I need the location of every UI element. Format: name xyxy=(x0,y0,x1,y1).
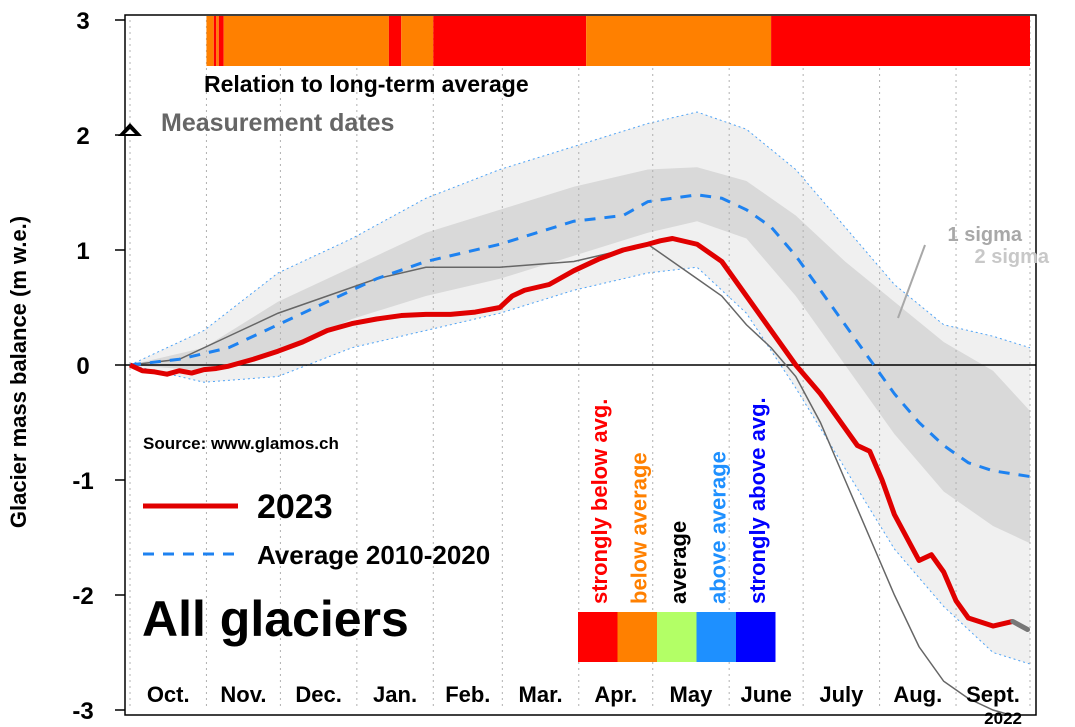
relation-segment-below xyxy=(216,16,219,66)
series-line-2022 xyxy=(129,243,1013,717)
axes: -3 -2 -1 0 1 2 3 Oct. Nov. Dec. Jan. Feb. Mar. Apr. Ma… xyxy=(72,8,1037,725)
measurement-dates-label: Measurement dates xyxy=(161,109,394,137)
relation-bar xyxy=(206,16,1030,66)
relation-segment-strongly-below xyxy=(388,16,402,66)
source-label: Source: www.glamos.ch xyxy=(143,434,339,453)
color-scale-swatch-above xyxy=(696,612,736,662)
y-tick-label: -1 xyxy=(72,468,93,495)
color-scale-label: below average xyxy=(626,452,651,604)
month-label: Sept. xyxy=(966,682,1020,707)
year-label: 2022 xyxy=(984,709,1022,727)
month-label: Mar. xyxy=(519,682,563,707)
month-label: Aug. xyxy=(893,682,942,707)
relation-segment-below xyxy=(206,16,214,66)
y-tick-label: -2 xyxy=(72,583,93,610)
y-tick-label: 0 xyxy=(76,353,89,380)
series-line-average-2010-2020 xyxy=(129,193,1031,479)
relation-segment-below xyxy=(586,16,772,66)
color-scale: strongly below avg. below average average a… xyxy=(578,397,776,662)
color-scale-label: average xyxy=(666,521,691,604)
month-label: Oct. xyxy=(147,682,190,707)
month-label: May xyxy=(670,682,714,707)
legend-average-label: Average 2010-2020 xyxy=(257,540,490,570)
relation-segment-below xyxy=(223,16,389,66)
two-sigma-upper-edge xyxy=(129,111,1031,366)
month-label: Apr. xyxy=(594,682,637,707)
color-scale-swatch-average xyxy=(657,612,697,662)
month-label: June xyxy=(740,682,791,707)
color-scale-swatch-below xyxy=(617,612,657,662)
sigma-pointer xyxy=(897,244,926,319)
month-label: Dec. xyxy=(295,682,341,707)
relation-bar-label: Relation to long-term average xyxy=(204,71,529,97)
series-line-2023 xyxy=(128,236,1014,629)
y-tick-label: 2 xyxy=(76,123,89,150)
series-2023-tail xyxy=(1010,618,1031,632)
one-sigma-band xyxy=(130,167,1030,544)
chart-title: All glaciers xyxy=(142,591,409,647)
relation-segment-strongly-below xyxy=(213,16,217,66)
month-label: Nov. xyxy=(220,682,266,707)
measurement-triangle-icon-inner xyxy=(125,129,135,134)
color-scale-label: strongly below avg. xyxy=(587,399,612,604)
month-label: July xyxy=(819,682,864,707)
relation-segment-strongly-below xyxy=(218,16,224,66)
y-tick-label: 1 xyxy=(76,238,89,265)
color-scale-swatch-strongly-below xyxy=(578,612,618,662)
color-scale-label: above average xyxy=(705,451,730,604)
one-sigma-label: 1 sigma xyxy=(948,224,1023,246)
relation-segment-below xyxy=(401,16,434,66)
two-sigma-label: 2 sigma xyxy=(975,246,1050,268)
relation-segment-strongly-below xyxy=(771,16,1030,66)
sigma-bands xyxy=(129,111,1031,665)
color-scale-label: strongly above avg. xyxy=(745,397,770,604)
y-tick-label: 3 xyxy=(76,8,89,35)
month-label: Feb. xyxy=(445,682,490,707)
color-scale-swatch-strongly-above xyxy=(736,612,776,662)
relation-segment-strongly-below xyxy=(433,16,587,66)
y-axis-label: Glacier mass balance (m w.e.) xyxy=(6,216,31,528)
month-label: Jan. xyxy=(373,682,417,707)
series-lines xyxy=(128,193,1031,717)
y-tick-label: -3 xyxy=(72,698,93,725)
legend-2023-label: 2023 xyxy=(257,488,333,526)
